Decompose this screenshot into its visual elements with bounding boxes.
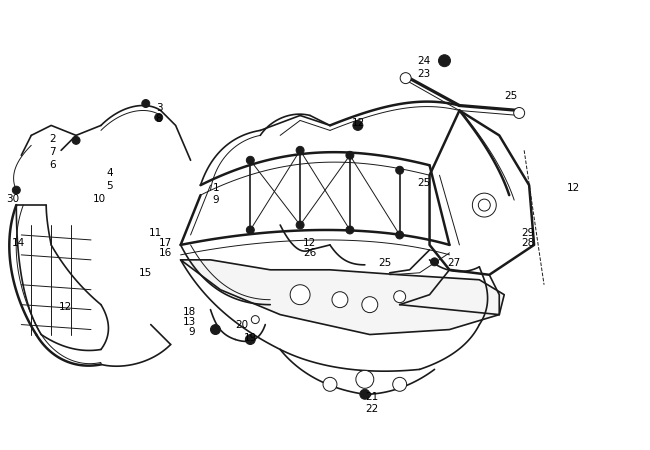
Text: 9: 9 [188, 327, 195, 337]
Circle shape [393, 378, 407, 392]
Circle shape [396, 231, 404, 239]
Text: 12: 12 [59, 302, 72, 312]
Circle shape [514, 108, 525, 118]
Circle shape [252, 315, 259, 324]
Polygon shape [181, 260, 504, 334]
Circle shape [72, 136, 80, 144]
Circle shape [362, 297, 378, 313]
Text: 10: 10 [93, 194, 106, 204]
Text: 16: 16 [159, 248, 172, 258]
Text: 29: 29 [521, 228, 534, 238]
Text: 12: 12 [567, 183, 580, 193]
Text: 22: 22 [365, 404, 378, 414]
Circle shape [12, 186, 20, 194]
Text: 21: 21 [365, 392, 378, 402]
Text: 5: 5 [106, 181, 112, 191]
Text: 24: 24 [417, 56, 431, 66]
Text: 1: 1 [213, 183, 219, 193]
Circle shape [439, 55, 450, 67]
Circle shape [332, 292, 348, 308]
Text: 15: 15 [139, 268, 152, 278]
Circle shape [353, 121, 363, 130]
Circle shape [478, 199, 490, 211]
Text: 25: 25 [417, 178, 431, 188]
Text: 4: 4 [106, 168, 112, 178]
Text: 2: 2 [49, 135, 56, 144]
Circle shape [246, 156, 254, 164]
Circle shape [155, 113, 162, 122]
Circle shape [360, 389, 370, 399]
Circle shape [346, 151, 354, 159]
Text: 12: 12 [352, 118, 365, 128]
Circle shape [400, 72, 411, 84]
Circle shape [246, 226, 254, 234]
Circle shape [346, 226, 354, 234]
Circle shape [296, 146, 304, 154]
Text: 3: 3 [156, 103, 162, 112]
Text: 12: 12 [303, 238, 317, 248]
Circle shape [211, 324, 220, 334]
Circle shape [430, 258, 439, 266]
Text: 26: 26 [303, 248, 317, 258]
Text: 25: 25 [378, 258, 391, 268]
Text: 8: 8 [156, 114, 162, 125]
Text: 13: 13 [183, 317, 196, 327]
Text: 28: 28 [521, 238, 534, 248]
Circle shape [356, 370, 374, 388]
Text: 25: 25 [504, 90, 517, 100]
Text: 17: 17 [159, 238, 172, 248]
Text: 18: 18 [183, 306, 196, 317]
Text: 19: 19 [243, 333, 257, 342]
Circle shape [473, 193, 496, 217]
Circle shape [290, 285, 310, 305]
Text: 23: 23 [417, 69, 431, 79]
Text: 30: 30 [6, 194, 20, 204]
Circle shape [296, 221, 304, 229]
Circle shape [323, 378, 337, 392]
Circle shape [142, 99, 150, 108]
Text: 7: 7 [49, 147, 56, 158]
Text: 11: 11 [149, 228, 162, 238]
Circle shape [394, 291, 406, 303]
Text: 20: 20 [235, 320, 248, 329]
Text: 14: 14 [11, 238, 25, 248]
Text: 27: 27 [447, 258, 461, 268]
Circle shape [396, 166, 404, 174]
Circle shape [245, 334, 255, 345]
Text: 9: 9 [213, 195, 219, 205]
Text: 6: 6 [49, 160, 56, 170]
